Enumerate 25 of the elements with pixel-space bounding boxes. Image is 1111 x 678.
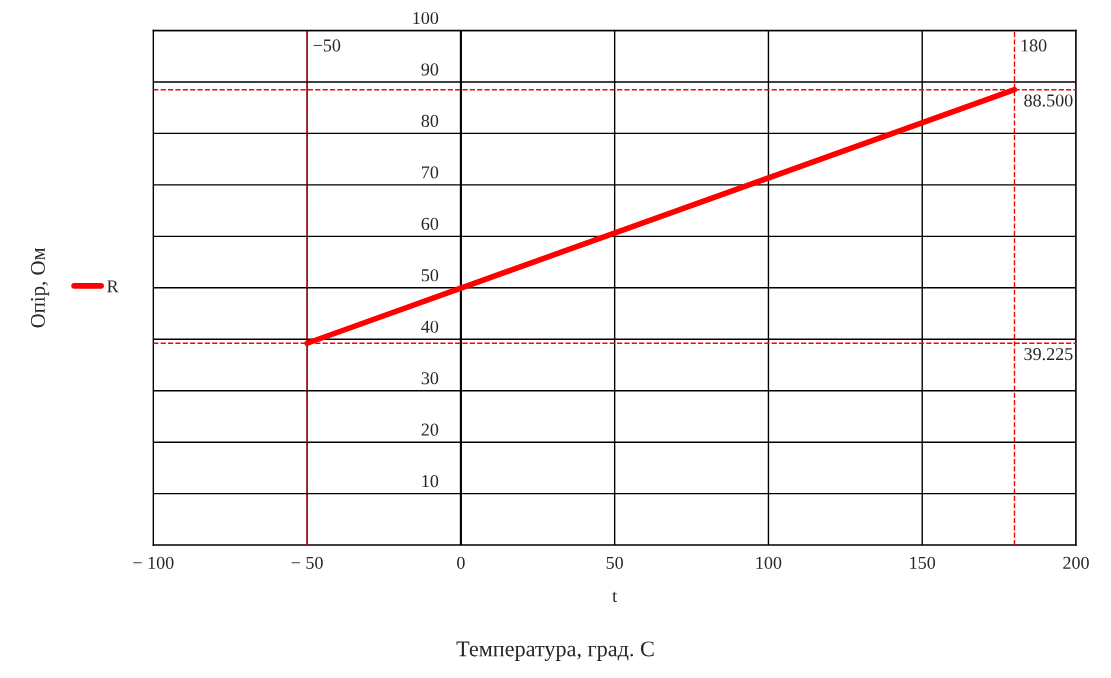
y-tick-label: 80 — [421, 114, 439, 127]
text: Температура, град. C — [456, 641, 654, 661]
y-tick-label: 30 — [421, 372, 439, 385]
y-tick-label: 20 — [421, 423, 439, 436]
y-tick-label: 60 — [421, 217, 439, 230]
x-tick-label: 0 — [457, 556, 465, 569]
y-axis-title: Опір, Ом — [30, 247, 50, 328]
x-tick-label: 150 — [910, 556, 936, 569]
x-tick-label: − 50 — [291, 556, 323, 569]
y-tick-label: 50 — [421, 269, 439, 282]
legend-label: R — [107, 280, 119, 293]
ref-line-label: 88.500 — [1024, 94, 1073, 107]
y-tick-label: 90 — [421, 63, 439, 76]
y-tick-label: 70 — [422, 166, 439, 179]
x-tick-label: − 100 — [133, 556, 174, 569]
x-tick-label: 100 — [756, 556, 782, 569]
y-tick-label: 100 — [413, 11, 439, 25]
ref-line-label: 39.225 — [1024, 348, 1073, 361]
x-axis-title: t — [612, 591, 618, 602]
x-tick-label: 200 — [1063, 556, 1089, 569]
y-tick-label: 10 — [422, 475, 439, 488]
y-tick-label: 40 — [421, 320, 439, 333]
ref-line-label: 180 — [1021, 39, 1047, 52]
x-tick-label: 50 — [606, 556, 623, 569]
ref-line-label: −50 — [313, 39, 341, 52]
